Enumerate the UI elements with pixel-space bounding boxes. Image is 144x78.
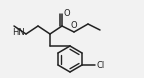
Text: O: O — [71, 22, 77, 30]
Text: HN: HN — [12, 28, 25, 37]
Text: Cl: Cl — [96, 61, 105, 69]
Text: O: O — [64, 10, 70, 18]
